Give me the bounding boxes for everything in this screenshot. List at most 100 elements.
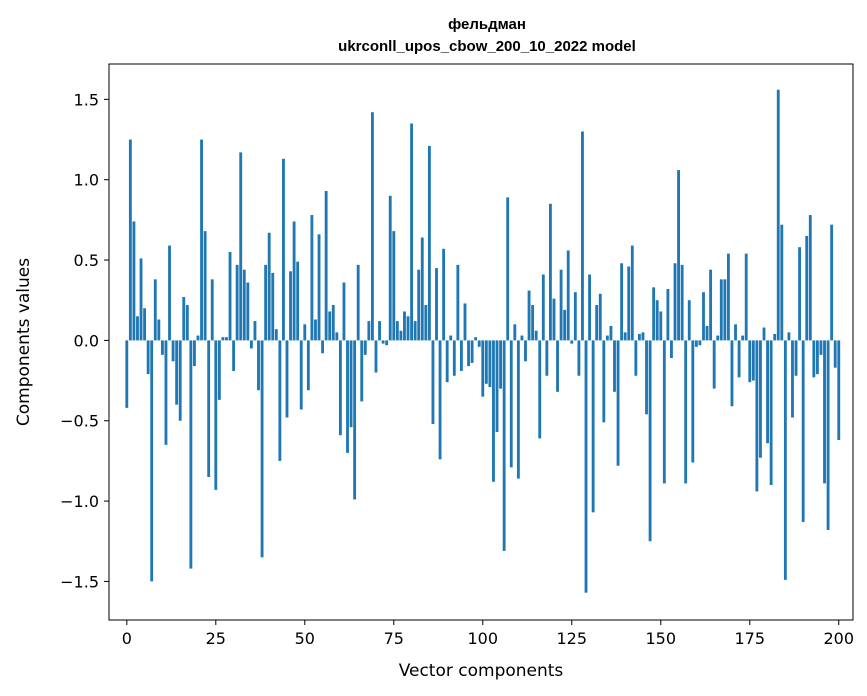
- bar-150: [659, 311, 663, 341]
- bar-195: [819, 340, 823, 355]
- bar-151: [662, 340, 666, 484]
- bar-53: [314, 319, 317, 341]
- bar-192: [808, 215, 812, 341]
- bar-188: [794, 340, 798, 376]
- y-tick-label-1: −1.0: [60, 492, 99, 511]
- bar-24: [210, 279, 214, 341]
- bar-196: [823, 340, 826, 484]
- bar-159: [691, 340, 695, 463]
- bar-14: [175, 340, 179, 405]
- bar-176: [751, 340, 755, 381]
- bar-152: [666, 288, 670, 341]
- bar-4: [139, 258, 143, 341]
- bar-87: [435, 268, 438, 341]
- bar-85: [427, 145, 431, 341]
- bar-133: [598, 293, 602, 341]
- bar-143: [634, 340, 638, 376]
- bar-164: [709, 269, 713, 341]
- bar-10: [160, 340, 164, 355]
- bar-126: [573, 292, 577, 341]
- plot-frame: [108, 63, 854, 621]
- bar-23: [207, 340, 211, 477]
- bar-162: [702, 292, 705, 341]
- x-tick-label-3: 75: [384, 629, 404, 648]
- bar-3: [136, 316, 139, 341]
- bar-165: [712, 340, 716, 389]
- bar-47: [292, 221, 296, 341]
- bar-15: [178, 340, 182, 421]
- bar-97: [470, 340, 474, 363]
- bar-62: [346, 340, 349, 453]
- bar-98: [474, 337, 478, 341]
- x-tick-label-8: 200: [823, 629, 854, 648]
- bar-172: [737, 340, 741, 378]
- bar-104: [495, 340, 499, 432]
- bar-100: [481, 340, 485, 397]
- bar-155: [677, 170, 680, 341]
- bar-94: [459, 340, 463, 371]
- bar-177: [755, 340, 759, 492]
- bar-142: [630, 245, 634, 341]
- chart-title-line1: фельдман: [448, 16, 526, 33]
- bar-46: [289, 271, 292, 341]
- bar-180: [766, 340, 769, 444]
- bar-91: [449, 335, 453, 341]
- bar-65: [356, 264, 360, 341]
- bar-17: [185, 305, 189, 341]
- bar-134: [602, 340, 606, 423]
- bar-171: [734, 324, 737, 341]
- bar-1: [128, 139, 132, 341]
- bar-84: [424, 305, 428, 341]
- bar-115: [534, 330, 538, 341]
- bar-51: [306, 340, 310, 391]
- bar-49: [299, 340, 303, 410]
- bar-145: [641, 332, 645, 341]
- bar-197: [826, 340, 830, 531]
- bar-48: [296, 261, 300, 341]
- bar-30: [232, 340, 236, 371]
- y-tick-label-3: 0.0: [74, 331, 99, 350]
- bar-194: [815, 340, 819, 375]
- bar-79: [406, 316, 410, 341]
- x-tick-label-7: 175: [734, 629, 765, 648]
- bar-153: [670, 340, 673, 359]
- bar-57: [328, 311, 332, 341]
- bar-70: [374, 340, 378, 373]
- bar-43: [278, 340, 282, 461]
- bar-58: [331, 305, 335, 341]
- bar-103: [492, 340, 495, 482]
- bar-28: [225, 337, 228, 341]
- bar-67: [363, 340, 367, 355]
- bar-198: [830, 224, 834, 341]
- bar-89: [442, 248, 446, 341]
- bar-20: [196, 335, 200, 341]
- bar-12: [168, 245, 171, 341]
- bar-108: [509, 340, 513, 468]
- bar-82: [417, 269, 421, 341]
- x-tick-label-1: 25: [206, 629, 226, 648]
- bar-113: [527, 290, 531, 341]
- bar-169: [726, 253, 730, 341]
- x-tick-label-6: 150: [645, 629, 676, 648]
- bar-8: [153, 279, 157, 341]
- bar-32: [239, 152, 243, 341]
- bar-80: [410, 123, 414, 341]
- bar-59: [335, 332, 339, 341]
- bar-187: [791, 340, 794, 418]
- bar-118: [545, 340, 549, 376]
- bar-41: [271, 272, 275, 341]
- bar-124: [566, 250, 570, 341]
- bar-9: [157, 319, 161, 341]
- bar-106: [502, 340, 506, 551]
- bar-193: [812, 340, 816, 378]
- y-tick-label-2: −0.5: [60, 412, 99, 431]
- bar-63: [349, 340, 353, 428]
- bar-160: [694, 340, 698, 347]
- bar-175: [748, 340, 752, 383]
- bar-140: [623, 332, 627, 341]
- bar-139: [620, 263, 624, 341]
- bar-61: [342, 282, 346, 341]
- bar-149: [655, 300, 659, 341]
- bar-42: [274, 329, 278, 341]
- y-tick-label-5: 1.0: [74, 171, 99, 190]
